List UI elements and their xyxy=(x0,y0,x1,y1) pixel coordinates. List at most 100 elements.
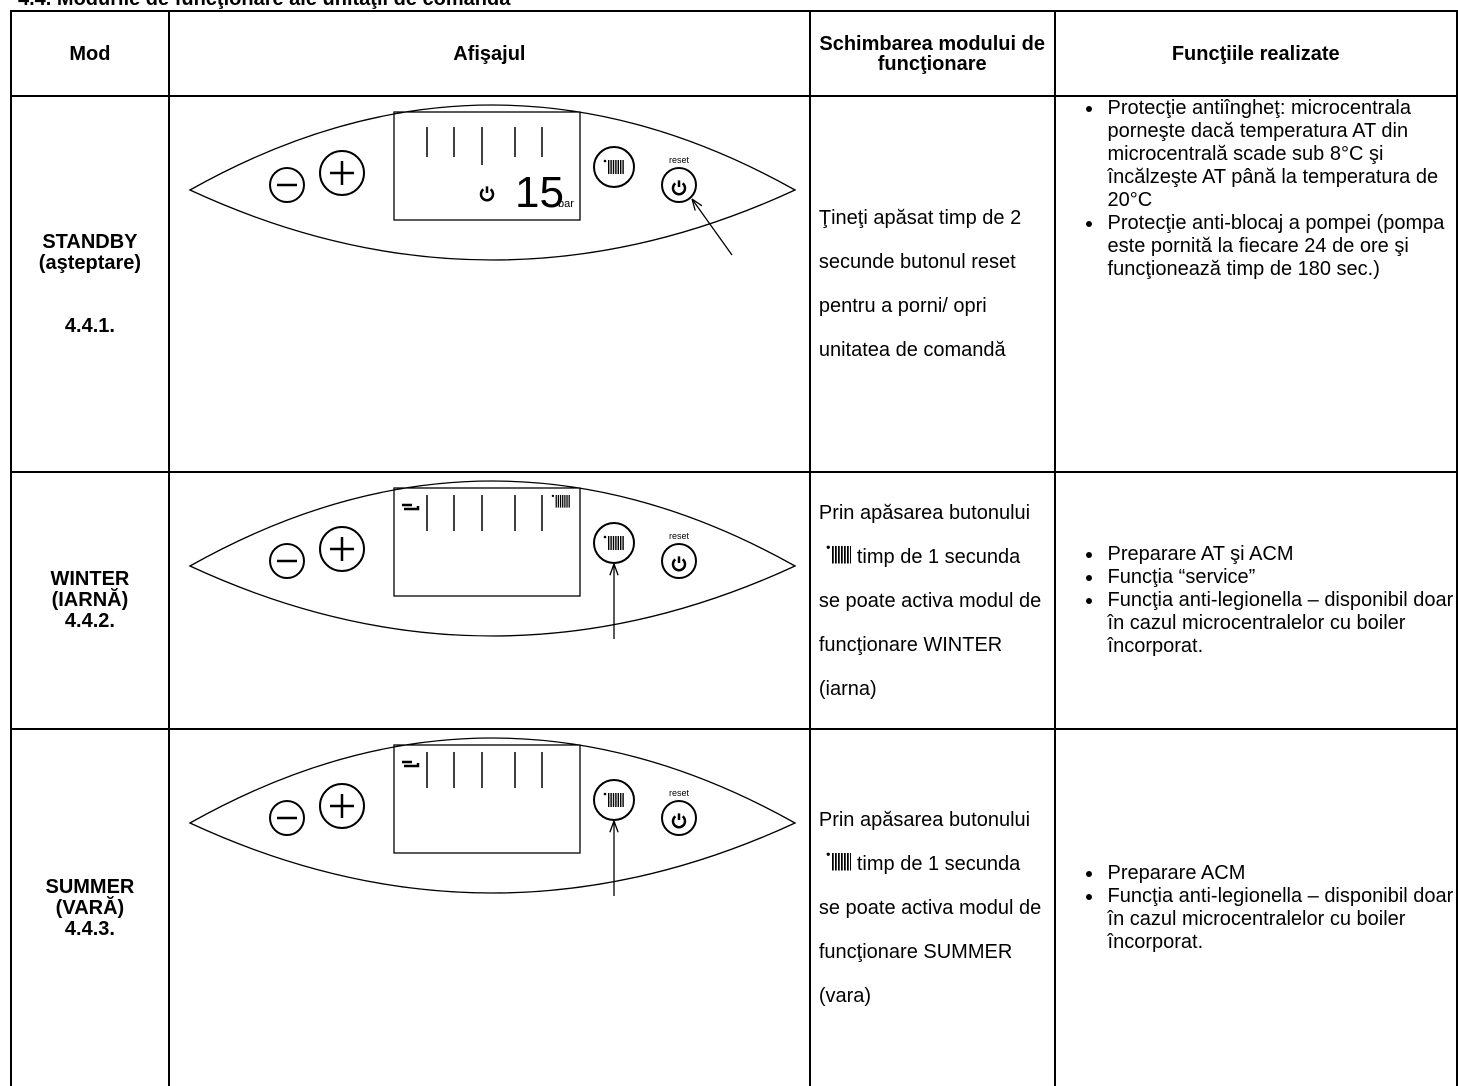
mode-code: 4.4.1. xyxy=(64,314,115,337)
icon-bar xyxy=(840,545,843,563)
plus-button xyxy=(318,783,365,829)
tap-icon xyxy=(401,760,420,768)
change-text: timp de 1 secunda se poate activa modul … xyxy=(818,545,1042,700)
icon-bar xyxy=(617,793,619,807)
icon-bar xyxy=(849,853,852,871)
display-screen xyxy=(393,487,581,597)
tap-icon xyxy=(401,503,420,511)
function-item: Protecţie antiîngheţ: microcentrala porn… xyxy=(1104,97,1456,212)
control-panel: reset xyxy=(188,480,797,639)
power-icon xyxy=(479,188,495,202)
display-screen xyxy=(393,744,581,854)
panel: reset xyxy=(188,480,797,639)
icon-bar xyxy=(834,545,837,563)
power-button xyxy=(660,800,697,836)
mode-code: 4.4.2. xyxy=(64,610,115,632)
functions-list: Preparare ACMFuncţia anti-legionella – d… xyxy=(1064,862,1456,954)
display-screen xyxy=(393,111,581,221)
icon-bar xyxy=(615,160,617,174)
icon-bar xyxy=(568,495,570,508)
function-item: Protecţie anti-blocaj a pompei (pompa es… xyxy=(1104,212,1456,281)
icon-bar xyxy=(607,793,610,807)
icon-bar xyxy=(619,160,622,174)
change-text: timp de 1 secunda se poate activa modul … xyxy=(818,853,1042,1007)
icon-bar xyxy=(622,160,624,174)
mode-cell: SUMMER (VARĂ) 4.4.3. xyxy=(10,728,170,1086)
icon-bar xyxy=(612,536,615,550)
plus-button xyxy=(318,526,365,572)
icon-bar xyxy=(843,545,846,563)
function-item: Funcţia “service” xyxy=(1104,566,1456,589)
spacer xyxy=(12,274,168,316)
column-header: Mod xyxy=(10,10,170,97)
change-text: Prin apăsarea butonului xyxy=(818,501,1031,524)
function-item: Preparare ACM xyxy=(1104,862,1456,885)
heating-button xyxy=(592,779,635,821)
mode-name: SUMMER xyxy=(45,875,135,898)
icon-bar xyxy=(617,160,619,174)
icon-bar xyxy=(607,160,610,174)
icon-bar xyxy=(612,160,615,174)
arrow-head xyxy=(691,198,696,211)
column-header: Funcţiile realizate xyxy=(1053,10,1458,97)
mode-row: WINTER (IARNĂ) 4.4.2. reset Prin apăsarea bu… xyxy=(10,471,1458,730)
change-text: Ţineţi apăsat timp de 2 secunde butonul … xyxy=(818,207,1022,361)
functions-cell: Preparare AT şi ACMFuncţia “service”Func… xyxy=(1053,471,1458,730)
reset-label: reset xyxy=(669,531,690,541)
display-cell: reset xyxy=(167,471,811,730)
power-icon xyxy=(671,558,687,572)
mode-cell: STANDBY (aşteptare) 4.4.1. xyxy=(10,95,170,473)
functions-list: Preparare AT şi ACMFuncţia “service”Func… xyxy=(1064,543,1456,658)
panel-outline xyxy=(188,480,797,637)
display-digits: 15 xyxy=(515,168,564,217)
display-unit: bar xyxy=(558,198,574,210)
radiator-icon xyxy=(603,535,624,550)
icon-bar xyxy=(840,853,843,871)
modes-table: Mod Afişajul Schimbarea modului de funcţio… xyxy=(10,10,1458,1086)
radiator-icon xyxy=(826,545,852,563)
heating-button xyxy=(592,522,635,564)
heading: 4.4. Modurile de funcţionare ale unităţi… xyxy=(18,0,510,11)
icon-bar xyxy=(610,160,612,174)
arrow-head xyxy=(609,820,615,833)
mode-name: (VARĂ) xyxy=(55,896,125,919)
function-item: Funcţia anti-legionella – disponibil doa… xyxy=(1104,589,1456,658)
icon-bar xyxy=(615,536,617,550)
icon-bar xyxy=(837,545,840,563)
mode-row: SUMMER (VARĂ) 4.4.3. reset Prin apăsarea but… xyxy=(10,728,1458,1086)
power-icon xyxy=(671,182,687,196)
reset-label: reset xyxy=(669,155,690,165)
mode-name: (aşteptare) xyxy=(38,251,142,274)
mode-name: WINTER xyxy=(50,568,130,590)
functions-cell: Protecţie antiîngheţ: microcentrala porn… xyxy=(1053,95,1458,473)
icon-bar xyxy=(555,495,557,508)
change-text: Prin apăsarea butonului xyxy=(818,809,1031,831)
icon-bar xyxy=(612,793,615,807)
power-icon xyxy=(671,815,687,829)
minus-button xyxy=(268,543,305,579)
icon-bar xyxy=(846,853,849,871)
panel-outline xyxy=(188,737,797,894)
radiator-icon xyxy=(603,159,624,174)
icon-dot xyxy=(551,494,554,498)
change-cell: Prin apăsarea butonului timp de 1 secund… xyxy=(808,728,1056,1086)
functions-list: Protecţie antiîngheţ: microcentrala porn… xyxy=(1064,97,1456,281)
icon-bar xyxy=(610,536,612,550)
mode-row: STANDBY (aşteptare) 4.4.1. reset 15 bar Ţineţi… xyxy=(10,95,1458,473)
icon-bar xyxy=(831,853,834,871)
display-cell: reset 15 bar xyxy=(167,95,811,473)
radiator-icon xyxy=(603,792,624,807)
icon-bar xyxy=(831,545,834,563)
display-cell: reset xyxy=(167,728,811,1086)
icon-bar xyxy=(557,495,559,508)
change-cell: Ţineţi apăsat timp de 2 secunde butonul … xyxy=(808,95,1056,473)
column-header: Afişajul xyxy=(167,10,811,97)
icon-bar xyxy=(607,536,610,550)
icon-dot xyxy=(826,545,830,549)
arrow-head xyxy=(691,198,703,207)
mode-code: 4.4.3. xyxy=(64,917,115,940)
icon-bar xyxy=(834,853,837,871)
arrow-head xyxy=(613,820,619,833)
icon-bar xyxy=(622,793,624,807)
